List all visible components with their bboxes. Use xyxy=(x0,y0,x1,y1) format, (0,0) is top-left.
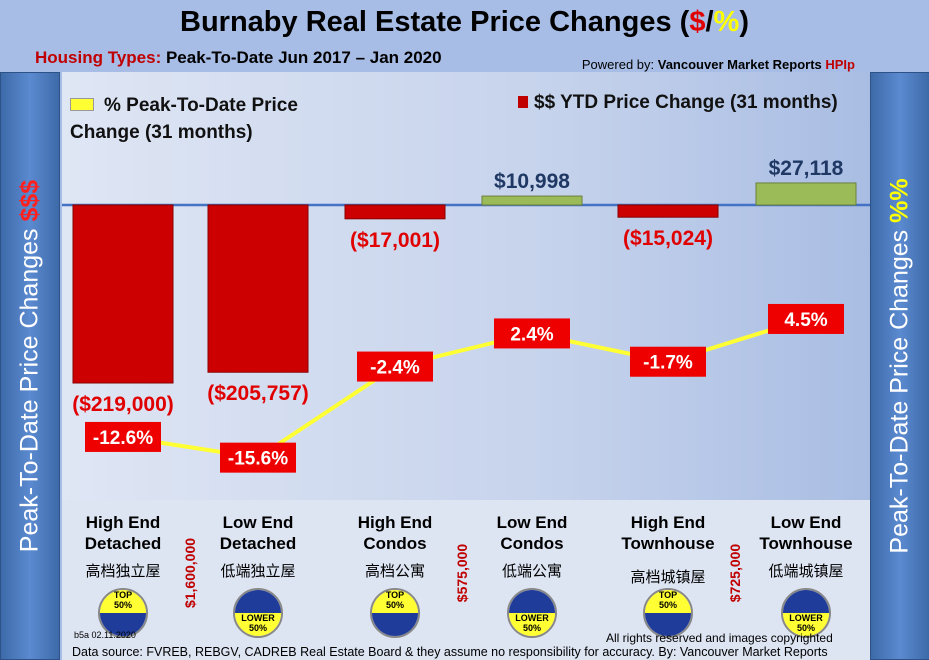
category-label: High End Townhouse xyxy=(621,513,715,553)
pct-label-box xyxy=(85,421,161,452)
subtitle: Housing Types: Peak-To-Date Jun 2017 – J… xyxy=(35,48,442,67)
category-label: High End Condos xyxy=(357,513,433,553)
lower-50-badge: LOWER 50% xyxy=(507,588,557,638)
category-chinese: 低端城镇屋 xyxy=(768,563,844,580)
price-threshold: $725,000 xyxy=(727,543,743,603)
pct-label-box xyxy=(220,442,296,473)
category-chinese: 高档公寓 xyxy=(364,563,425,580)
lower-50-badge: LOWER 50% xyxy=(233,588,283,638)
category-chinese: 低端独立屋 xyxy=(220,563,296,580)
bar-label: ($15,024) xyxy=(623,227,713,250)
bar xyxy=(207,204,309,373)
bar xyxy=(72,204,174,384)
price-threshold: $575,000 xyxy=(454,543,470,603)
bar-label: $27,118 xyxy=(769,157,844,180)
category-chinese: 低端公寓 xyxy=(501,563,562,580)
category-area xyxy=(62,500,870,660)
bar-label: ($17,001) xyxy=(350,229,440,252)
bar xyxy=(344,204,446,220)
pct-label: -12.6% xyxy=(93,428,153,449)
lower-50-badge: LOWER 50% xyxy=(781,588,831,638)
category-chinese: 高档城镇屋 xyxy=(630,569,706,586)
bar-label: $10,998 xyxy=(494,170,570,193)
plot-area xyxy=(62,72,870,500)
pct-label: -15.6% xyxy=(228,449,288,470)
pct-label: 4.5% xyxy=(784,310,827,331)
data-source: Data source: FVREB, REBGV, CADREB Real E… xyxy=(72,645,828,659)
bar-label: ($205,757) xyxy=(207,382,309,405)
pct-label: -1.7% xyxy=(643,353,693,374)
pct-label-box xyxy=(630,346,706,377)
pct-label-box xyxy=(494,318,570,349)
price-threshold: $1,600,000 xyxy=(182,537,198,609)
pct-label: 2.4% xyxy=(510,324,553,345)
pct-label: -2.4% xyxy=(370,358,420,379)
powered-by: Powered by: Vancouver Market Reports HPI… xyxy=(581,57,855,72)
category-label: High End Detached xyxy=(84,513,162,553)
top-50-badge: TOP 50% xyxy=(98,588,148,638)
pct-label-box xyxy=(357,351,433,382)
top-50-badge: TOP 50% xyxy=(643,588,693,638)
bar xyxy=(755,182,857,206)
version-code: b5a 02.11.2020 xyxy=(74,630,136,640)
legend-dollar: $$ YTD Price Change (31 months) xyxy=(518,92,838,114)
left-axis-panel: Peak-To-Date Price Changes $$$ xyxy=(0,72,60,660)
pct-label-box xyxy=(768,303,844,334)
rights-text: All rights reserved and images copyright… xyxy=(606,631,833,645)
bar xyxy=(617,204,719,218)
bar xyxy=(481,195,583,206)
category-label: Low End Condos xyxy=(496,513,568,553)
legend-pct: % Peak-To-Date Price Change (31 months) xyxy=(70,95,298,143)
bar-label: ($219,000) xyxy=(72,393,174,416)
chart-title: Burnaby Real Estate Price Changes ($/%) xyxy=(180,6,749,38)
category-label: Low End Detached xyxy=(219,513,297,553)
category-chinese: 高档独立屋 xyxy=(85,563,161,580)
category-label: Low End Townhouse xyxy=(759,513,853,553)
top-50-badge: TOP 50% xyxy=(370,588,420,638)
